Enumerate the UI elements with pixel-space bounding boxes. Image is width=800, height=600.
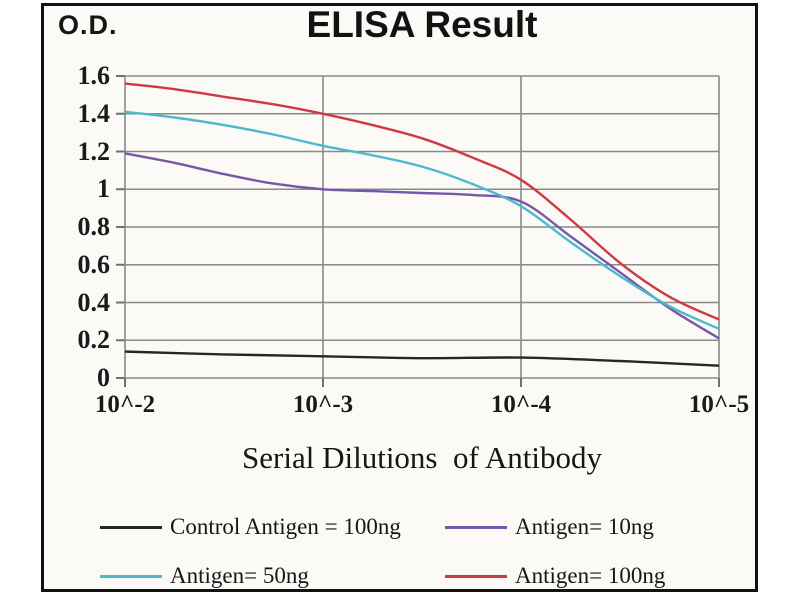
series-line-control-antigen-100ng <box>124 350 720 367</box>
legend-item-antigen-10ng: Antigen= 10ng <box>445 512 700 542</box>
figure-border <box>41 3 758 592</box>
series-line-antigen-50ng <box>124 110 720 330</box>
series-line-antigen-10ng <box>124 152 720 340</box>
legend: Control Antigen = 100ng Antigen= 10ng Anti… <box>100 512 700 591</box>
legend-item-antigen-50ng: Antigen= 50ng <box>100 561 445 591</box>
legend-item-antigen-100ng: Antigen= 100ng <box>445 561 700 591</box>
y-axis-title: O.D. <box>58 10 118 40</box>
y-tick-label: 0.2 <box>77 325 111 355</box>
legend-label: Control Antigen = 100ng <box>170 514 401 539</box>
x-axis-title: Serial Dilutions of Antibody <box>242 440 602 475</box>
y-tick-label: 0.6 <box>77 249 111 279</box>
x-tick-label: 10^-2 <box>94 391 156 418</box>
y-tick-label: 1.6 <box>77 61 111 90</box>
y-tick-label: 0.8 <box>77 212 111 241</box>
legend-item-control-antigen-100ng: Control Antigen = 100ng <box>100 512 445 542</box>
series-line-antigen-100ng <box>124 82 720 321</box>
x-tick-label: 10^-5 <box>688 391 750 418</box>
y-tick-label: 1.4 <box>77 98 111 128</box>
legend-label: Antigen= 100ng <box>515 563 666 588</box>
legend-swatch-antigen-100ng <box>445 574 507 578</box>
legend-label: Antigen= 10ng <box>515 514 654 539</box>
x-tick-label: 10^-4 <box>490 391 552 418</box>
chart-title: ELISA Result <box>306 4 538 45</box>
legend-swatch-antigen-50ng <box>100 574 162 578</box>
y-tick-label: 1 <box>97 174 110 204</box>
y-tick-label: 1.2 <box>77 136 111 166</box>
x-tick-label: 10^-3 <box>292 391 354 418</box>
legend-swatch-control-antigen-100ng <box>100 525 162 529</box>
legend-swatch-antigen-10ng <box>445 525 507 529</box>
y-tick-label: 0.4 <box>77 287 111 317</box>
y-tick-label: 0 <box>97 363 110 392</box>
legend-label: Antigen= 50ng <box>170 563 309 588</box>
